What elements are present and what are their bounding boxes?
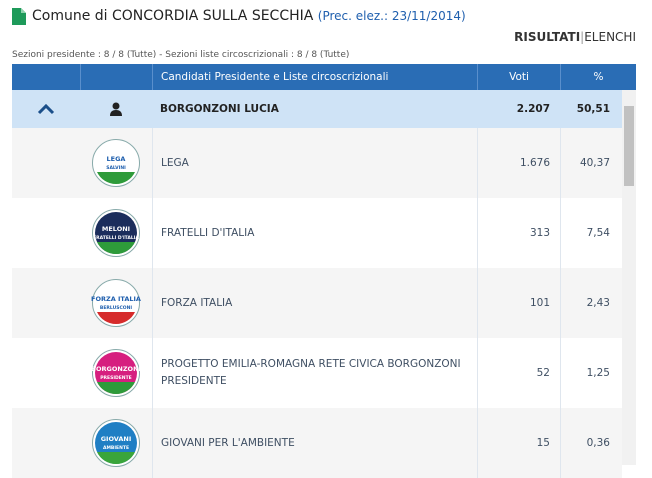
party-logo: GIOVANI AMBIENTE — [92, 419, 140, 467]
col-header: Voti — [477, 64, 560, 90]
logo-text: MELONI — [102, 225, 130, 233]
list-row: GIOVANI AMBIENTE GIOVANI PER L'AMBIENTE 15 0… — [12, 408, 622, 478]
logo-band — [97, 382, 135, 395]
list-row: MELONI FRATELLI D'ITALIA FRATELLI D'ITALIA… — [12, 198, 622, 268]
title: Comune di CONCORDIA SULLA SECCHIA — [32, 8, 314, 24]
list-name: GIOVANI PER L'AMBIENTE — [152, 408, 477, 478]
list-row: BORGONZONI PRESIDENTE PROGETTO EMILIA-ROMA… — [12, 338, 622, 408]
logo-text: GIOVANI — [101, 435, 132, 443]
list-percent: 2,43 — [560, 268, 622, 338]
page: Comune di CONCORDIA SULLA SECCHIA (Prec.… — [12, 8, 636, 478]
logo-text: LEGA — [107, 155, 126, 163]
list-percent: 40,37 — [560, 128, 622, 198]
party-logo: FORZA ITALIA BERLUSCONI — [91, 279, 141, 327]
col-header: % — [560, 64, 636, 90]
list-name: LEGA — [152, 128, 477, 198]
col-header: Candidati Presidente e Liste circoscrizi… — [152, 64, 477, 90]
candidate-votes: 2.207 — [516, 103, 550, 115]
list-percent: 7,54 — [560, 198, 622, 268]
candidate-name: BORGONZONI LUCIA — [160, 103, 279, 115]
candidate-row[interactable]: BORGONZONI LUCIA 2.207 50,51 — [12, 90, 622, 128]
previous-election[interactable]: (Prec. elez.: 23/11/2014) — [317, 9, 466, 23]
tab-results[interactable]: RISULTATI — [514, 30, 581, 44]
logo-band — [97, 312, 135, 325]
logo-text: PRESIDENTE — [100, 375, 131, 381]
logo-cell: MELONI FRATELLI D'ITALIA — [80, 198, 152, 268]
party-logo: LEGA SALVINI — [92, 139, 140, 187]
sections-info: Sezioni presidente : 8 / 8 (Tutte) - Sez… — [12, 50, 350, 60]
scrollbar[interactable] — [622, 90, 636, 465]
list-votes: 52 — [477, 338, 560, 408]
logo-cell: GIOVANI AMBIENTE — [80, 408, 152, 478]
tabs: RISULTATI|ELENCHI — [514, 30, 636, 44]
list-name: FORZA ITALIA — [152, 268, 477, 338]
person-icon — [110, 102, 122, 116]
logo-band — [97, 452, 135, 465]
logo-band — [97, 242, 135, 255]
logo-cell: LEGA SALVINI — [80, 128, 152, 198]
logo-cell: FORZA ITALIA BERLUSCONI — [80, 268, 152, 338]
candidate-percent: 50,51 — [576, 103, 610, 115]
table-header: Candidati Presidente e Liste circoscrizi… — [12, 64, 636, 90]
logo-text: FRATELLI D'ITALIA — [93, 235, 139, 241]
list-row: FORZA ITALIA BERLUSCONI FORZA ITALIA 101 2,4… — [12, 268, 622, 338]
list-percent: 0,36 — [560, 408, 622, 478]
logo-text: AMBIENTE — [103, 445, 129, 451]
doc-icon — [12, 8, 26, 25]
list-name: PROGETTO EMILIA-ROMAGNA RETE CIVICA BORG… — [152, 338, 477, 408]
logo-text: BERLUSCONI — [100, 305, 132, 311]
collapse-icon[interactable] — [37, 103, 55, 115]
party-logo: MELONI FRATELLI D'ITALIA — [92, 209, 140, 257]
logo-cell: BORGONZONI PRESIDENTE — [80, 338, 152, 408]
title-line: Comune di CONCORDIA SULLA SECCHIA (Prec.… — [32, 8, 466, 24]
tab-lists[interactable]: ELENCHI — [584, 30, 636, 44]
list-votes: 1.676 — [477, 128, 560, 198]
list-votes: 313 — [477, 198, 560, 268]
list-name: FRATELLI D'ITALIA — [152, 198, 477, 268]
list-votes: 101 — [477, 268, 560, 338]
logo-text: FORZA ITALIA — [91, 295, 141, 303]
logo-text: SALVINI — [106, 165, 126, 171]
logo-band — [97, 172, 135, 185]
logo-text: BORGONZONI — [91, 365, 141, 373]
party-logo: BORGONZONI PRESIDENTE — [91, 349, 141, 397]
list-votes: 15 — [477, 408, 560, 478]
list-percent: 1,25 — [560, 338, 622, 408]
list-row: LEGA SALVINI LEGA 1.676 40,37 — [12, 128, 622, 198]
